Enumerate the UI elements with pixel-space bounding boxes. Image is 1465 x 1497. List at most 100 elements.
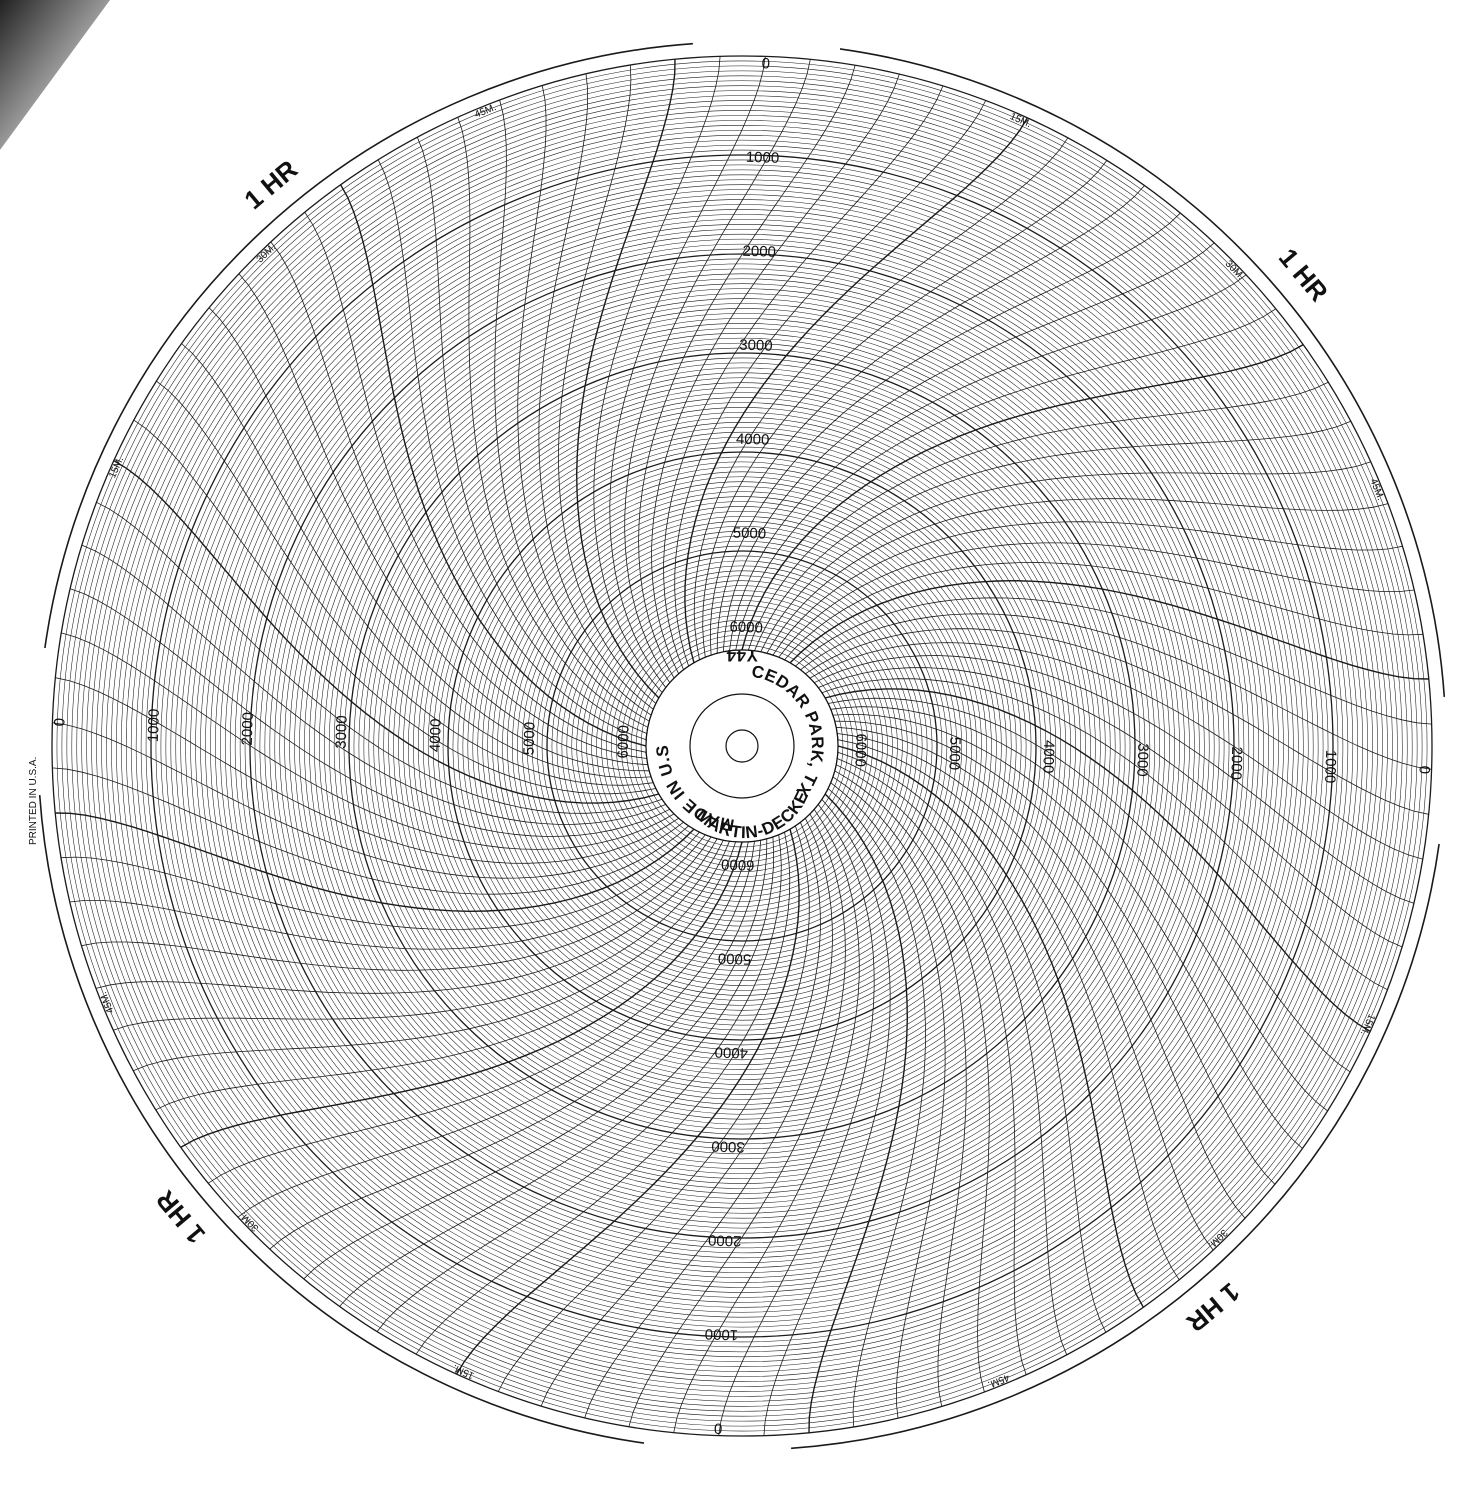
time-arc (805, 628, 1429, 815)
time-arc (784, 562, 1423, 661)
time-arc (238, 273, 648, 766)
grid-ring (625, 629, 859, 863)
time-arc (814, 655, 1414, 904)
time-arc (624, 59, 811, 683)
grid-ring (299, 303, 1185, 1189)
time-arc (832, 776, 967, 1407)
grid-ring (616, 620, 868, 872)
hour-arc (38, 795, 645, 1444)
grid-ring (546, 550, 938, 942)
time-arc (155, 841, 737, 1111)
scale-label: 5000 (718, 949, 752, 967)
scale-label: 6000 (615, 725, 633, 759)
grid-ring (408, 412, 1076, 1080)
grid-ring (343, 347, 1141, 1145)
grid-ring (81, 85, 1403, 1407)
scale-label: 1000 (704, 1325, 738, 1343)
grid-ring (121, 125, 1363, 1367)
time-arc (795, 597, 1432, 725)
scale-label: 0 (714, 1419, 723, 1436)
time-arc (651, 74, 900, 674)
time-arc (81, 836, 712, 971)
grid-ring (447, 451, 1037, 1041)
time-arc (416, 137, 647, 734)
grid-ring (591, 595, 893, 897)
grid-ring (596, 600, 888, 892)
grid-ring (393, 397, 1091, 1095)
grid-ring (91, 95, 1393, 1397)
scale-label: 1000 (145, 708, 163, 742)
hour-label: 1 HR (150, 1185, 211, 1250)
grid-ring (526, 530, 958, 962)
grid-ring (111, 115, 1373, 1377)
scale-label: 4000 (714, 1043, 748, 1061)
time-arc (836, 726, 1246, 1219)
grid-ring (56, 60, 1428, 1432)
time-arc (181, 343, 652, 779)
grid-ring (170, 174, 1314, 1318)
time-arc (684, 117, 1028, 664)
time-arc (800, 613, 1432, 770)
time-arc (584, 818, 833, 1418)
scale-label: 3000 (711, 1137, 745, 1155)
grid-ring (457, 461, 1027, 1031)
time-arc (827, 788, 926, 1427)
scale-label: 5000 (732, 525, 766, 543)
time-arc (709, 185, 1145, 656)
time-arc (113, 460, 660, 804)
time-arc (837, 739, 1180, 1281)
grid-ring (269, 273, 1215, 1219)
time-arc (95, 838, 718, 994)
grid-ring (86, 90, 1398, 1402)
time-arc (722, 242, 1215, 652)
grid-ring (190, 194, 1294, 1298)
grid-ring (155, 159, 1329, 1333)
time-arc (52, 722, 684, 879)
time-arc (628, 813, 846, 1427)
grid-ring (195, 199, 1289, 1293)
grid-ring (259, 263, 1225, 1229)
scale-label: 4000 (427, 718, 445, 752)
grid-ring (427, 431, 1057, 1061)
grid-ring (383, 387, 1101, 1105)
time-arc (741, 343, 1304, 651)
grid-ring (611, 615, 873, 877)
time-arc (760, 461, 1371, 652)
minute-label: 30M. (1223, 259, 1246, 283)
grid-ring (556, 560, 928, 932)
time-arc (809, 642, 1423, 860)
time-arc (269, 840, 762, 1250)
time-arc (834, 720, 1276, 1185)
time-arc (180, 841, 743, 1149)
time-arc (830, 782, 946, 1419)
grid-ring (467, 471, 1017, 1021)
scale-label: 5000 (945, 736, 963, 770)
time-arc (55, 812, 695, 913)
grid-ring (368, 372, 1116, 1120)
scale-label: 3000 (739, 337, 773, 355)
grid-ring (398, 402, 1086, 1090)
time-arc (304, 211, 647, 753)
scale-label: 6000 (729, 619, 763, 637)
grid-ring (521, 525, 963, 967)
grid-ring (319, 323, 1165, 1169)
time-arc (772, 521, 1403, 656)
time-arc (778, 542, 1415, 658)
time-arc (61, 632, 675, 850)
grid-ring (502, 506, 982, 986)
time-arc (61, 831, 700, 930)
grid-ring (437, 441, 1047, 1051)
scale-label: 0 (51, 718, 68, 727)
grid-ring (116, 120, 1368, 1372)
time-arc (415, 832, 791, 1355)
grid-ring (304, 308, 1180, 1184)
grid-ring (96, 100, 1388, 1392)
time-arc (133, 841, 730, 1072)
time-arc (156, 380, 654, 786)
grid-ring (571, 575, 913, 917)
grid-ring (66, 70, 1418, 1422)
time-arc (69, 834, 706, 950)
grid-ring (185, 189, 1299, 1303)
grid-ring (363, 367, 1121, 1125)
time-arc (837, 751, 1107, 1333)
